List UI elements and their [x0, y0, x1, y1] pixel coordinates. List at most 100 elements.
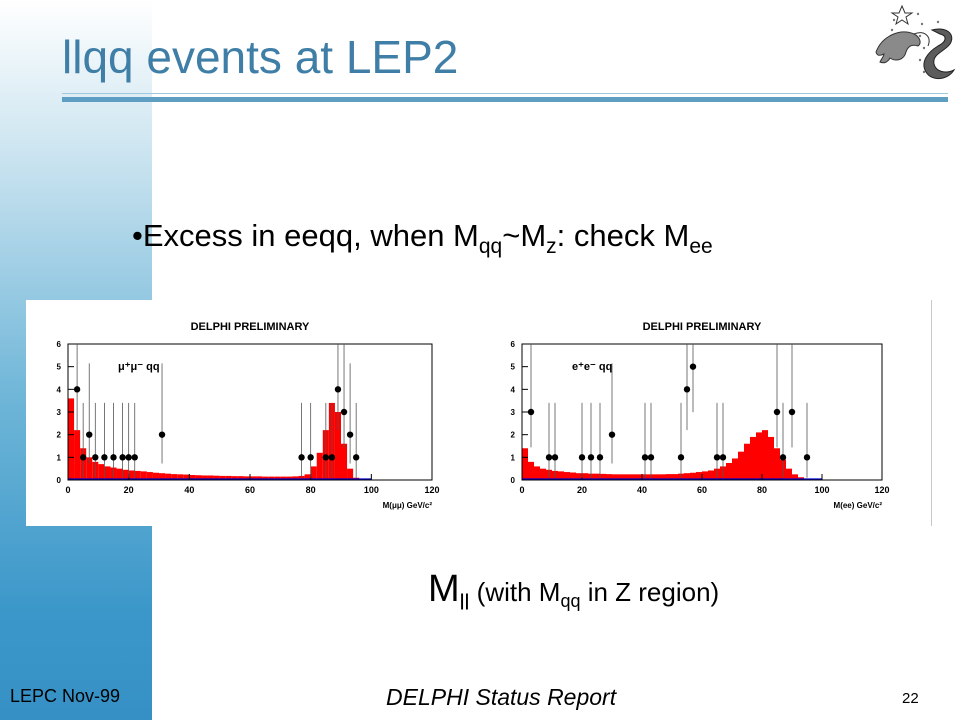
histogram-bar	[666, 474, 672, 480]
x-tick-label: 0	[65, 485, 70, 495]
y-tick-label: 6	[511, 340, 516, 349]
x-axis-label: M(μμ) GeV/c²	[383, 501, 433, 510]
x-axis-label: M(ee) GeV/c²	[834, 501, 883, 510]
data-point	[713, 454, 721, 461]
y-tick-label: 1	[57, 453, 62, 462]
data-point	[346, 431, 354, 438]
title-rule-highlight	[62, 93, 948, 94]
y-tick-label: 2	[57, 431, 62, 440]
data-point	[73, 386, 81, 393]
data-point	[334, 386, 342, 393]
data-point	[307, 454, 314, 461]
y-tick-label: 0	[511, 476, 516, 485]
histogram-bar	[570, 472, 576, 480]
histogram-bar	[98, 464, 105, 480]
y-tick-label: 3	[57, 408, 62, 417]
bullet-sub-qq: qq	[478, 235, 503, 259]
histogram-bar	[298, 475, 305, 480]
data-point	[298, 454, 305, 461]
data-point	[587, 454, 595, 461]
data-point	[788, 408, 796, 416]
data-point	[352, 454, 360, 461]
page-number: 22	[902, 690, 919, 707]
data-point	[527, 408, 535, 416]
histogram-bar	[274, 476, 281, 480]
histogram-bar	[128, 470, 135, 480]
bullet-sub-ee: ee	[689, 235, 713, 259]
title-rule	[62, 97, 948, 102]
histogram-bar	[68, 398, 75, 480]
histogram-bar	[594, 473, 600, 480]
histogram-bar	[774, 448, 780, 480]
caption: Mll (with Mqq in Z region)	[428, 568, 719, 616]
footer-center: DELPHI Status Report	[386, 684, 617, 710]
histogram-bar	[696, 472, 702, 480]
data-point	[322, 454, 330, 461]
bullet-text-2: ~M	[502, 218, 547, 253]
chart-channel-label: e⁺e⁻ qq	[572, 361, 612, 373]
histogram-bar	[600, 473, 606, 480]
x-tick-label: 120	[424, 485, 439, 495]
caption-paren-sub: qq	[560, 591, 581, 612]
y-tick-label: 1	[511, 453, 516, 462]
histogram-bar	[219, 475, 226, 480]
histogram-bar	[231, 476, 238, 480]
panel-divider-right	[931, 300, 932, 526]
data-point	[110, 454, 117, 461]
histogram-bar	[256, 476, 263, 480]
histogram-bar	[684, 473, 690, 480]
histogram-bar	[534, 466, 540, 480]
data-point	[101, 454, 108, 461]
x-tick-label: 0	[519, 485, 524, 495]
x-tick-label: 20	[577, 485, 587, 495]
data-point	[641, 454, 649, 461]
histogram-bar	[104, 466, 111, 480]
data-point	[719, 454, 727, 461]
histogram-bar	[726, 463, 732, 480]
histogram-bar	[744, 443, 750, 480]
bullet-text-1: Excess in eeqq, when M	[142, 218, 479, 253]
histogram-bar	[237, 476, 244, 480]
histogram-bar	[310, 466, 317, 480]
chart-title: DELPHI PRELIMINARY	[191, 321, 310, 333]
data-point	[647, 454, 655, 461]
histogram-bar	[74, 430, 81, 480]
data-point	[158, 431, 166, 438]
histogram-bar	[558, 471, 564, 480]
chart-panel-mumu: DELPHI PRELIMINARY μ⁺μ⁻ qq 0 1 2 3 4 5 6 0 20 40 60 8…	[26, 300, 466, 526]
histogram-bar	[702, 471, 708, 480]
histogram-bar	[540, 468, 546, 480]
bullet-sub-z: z	[546, 235, 557, 259]
histogram-bar	[250, 476, 257, 480]
histogram-bar	[654, 474, 660, 480]
histogram-bar	[732, 458, 738, 480]
y-tick-label: 2	[511, 431, 516, 440]
histogram-bar	[576, 473, 582, 480]
histogram-bar	[528, 461, 534, 480]
histogram-bar	[347, 468, 354, 480]
data-point	[683, 386, 691, 393]
data-point	[608, 431, 616, 438]
caption-paren: (with Mqq in Z region)	[469, 577, 720, 611]
histogram-bar	[122, 469, 129, 480]
data-point	[596, 454, 604, 461]
histogram-bar	[564, 472, 570, 480]
histogram-bar	[213, 475, 220, 480]
histogram-bar	[768, 436, 774, 480]
histogram-bar	[134, 470, 141, 480]
bullet-text-3: : check M	[556, 218, 690, 253]
data-point	[551, 454, 559, 461]
histogram-bar	[116, 468, 123, 480]
histogram-bar	[672, 474, 678, 480]
y-tick-label: 0	[57, 476, 62, 485]
histogram-bar	[262, 476, 269, 480]
x-tick-label: 100	[364, 485, 379, 495]
histogram-bar	[582, 473, 588, 480]
chart-title: DELPHI PRELIMINARY	[643, 321, 762, 333]
histogram-bar	[165, 473, 172, 480]
x-tick-label: 120	[874, 485, 889, 495]
data-point	[773, 408, 781, 416]
bullet-point: •Excess in eeqq, when Mqq~Mz: check Mee	[132, 218, 713, 259]
